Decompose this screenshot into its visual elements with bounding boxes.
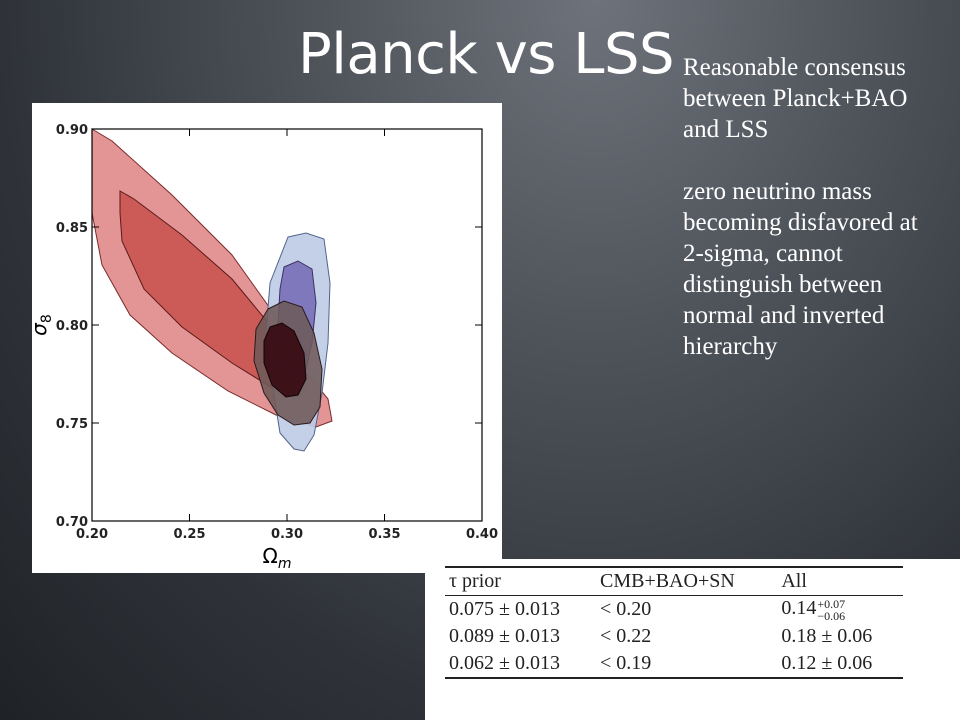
x-tick-label: 0.35 xyxy=(368,527,400,542)
table-header-row: τ prior CMB+BAO+SN All xyxy=(445,567,903,596)
x-tick-label: 0.20 xyxy=(76,527,108,542)
x-axis-label: Ωm xyxy=(263,544,292,572)
cell-all: 0.18 ± 0.06 xyxy=(781,625,873,647)
col-header-cmb-bao-sn: CMB+BAO+SN xyxy=(600,570,735,592)
cell-all: 0.14+0.07 −0.06 xyxy=(777,596,903,624)
cell-all-upper-error: +0.07 xyxy=(817,596,846,611)
x-tick-label: 0.40 xyxy=(466,527,498,542)
cell-prior: 0.089 ± 0.013 xyxy=(449,625,560,647)
x-tick-label: 0.30 xyxy=(271,527,303,542)
x-axis-ticks: 0.20 0.25 0.30 0.35 0.40 xyxy=(76,129,498,542)
cell-prior: 0.062 ± 0.013 xyxy=(449,652,560,674)
note-neutrino-mass: zero neutrino mass becoming disfavored a… xyxy=(683,178,918,360)
x-tick-label: 0.25 xyxy=(173,527,205,542)
y-tick-label: 0.90 xyxy=(56,123,88,138)
col-header-all: All xyxy=(781,570,807,592)
cell-all: 0.12 ± 0.06 xyxy=(781,652,873,674)
slide-title: Planck vs LSS xyxy=(298,22,675,87)
slide-notes: Reasonable consensus between Planck+BAO … xyxy=(683,52,923,393)
contour-plot: 0.20 0.25 0.30 0.35 0.40 0.70 0.75 0.80 0.85 0.9… xyxy=(32,103,502,573)
note-consensus: Reasonable consensus between Planck+BAO … xyxy=(683,54,908,143)
cell-all-lower-error: −0.06 xyxy=(817,608,846,623)
cell-all-errors: +0.07 −0.06 xyxy=(817,598,845,622)
y-tick-label: 0.75 xyxy=(56,417,88,432)
cell-prior: 0.075 ± 0.013 xyxy=(449,598,560,620)
y-tick-label: 0.80 xyxy=(56,319,88,334)
y-tick-label: 0.85 xyxy=(56,221,88,236)
tau-prior-table-panel: τ prior CMB+BAO+SN All 0.075 ± 0.013 < 0… xyxy=(425,559,960,720)
table-row: 0.089 ± 0.013 < 0.22 0.18 ± 0.06 xyxy=(445,623,903,650)
table-row: 0.062 ± 0.013 < 0.19 0.12 ± 0.06 xyxy=(445,650,903,678)
cell-all-value: 0.14 xyxy=(781,597,817,620)
table-row: 0.075 ± 0.013 < 0.20 0.14+0.07 −0.06 xyxy=(445,596,903,624)
cell-cmb: < 0.20 xyxy=(600,598,652,620)
col-header-tau-prior: τ prior xyxy=(449,570,501,592)
dark-contour-inner xyxy=(263,322,307,398)
y-tick-label: 0.70 xyxy=(56,515,88,530)
cell-cmb: < 0.19 xyxy=(600,652,652,674)
cell-cmb: < 0.22 xyxy=(600,625,652,647)
tau-prior-table: τ prior CMB+BAO+SN All 0.075 ± 0.013 < 0… xyxy=(445,566,903,679)
contour-plot-svg: 0.20 0.25 0.30 0.35 0.40 0.70 0.75 0.80 0.85 0.9… xyxy=(32,123,498,572)
y-axis-ticks: 0.70 0.75 0.80 0.85 0.90 xyxy=(56,123,482,530)
y-axis-label: σ8 xyxy=(32,314,55,336)
